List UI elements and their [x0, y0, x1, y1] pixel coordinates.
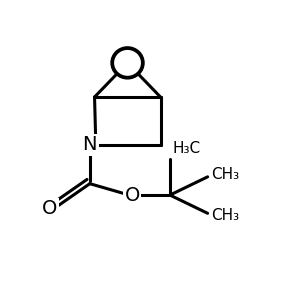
Text: O: O — [125, 186, 140, 205]
Text: H₃C: H₃C — [172, 141, 200, 156]
Text: CH₃: CH₃ — [211, 167, 239, 182]
Text: N: N — [83, 136, 97, 155]
Text: O: O — [42, 199, 57, 218]
Text: CH₃: CH₃ — [211, 208, 239, 223]
